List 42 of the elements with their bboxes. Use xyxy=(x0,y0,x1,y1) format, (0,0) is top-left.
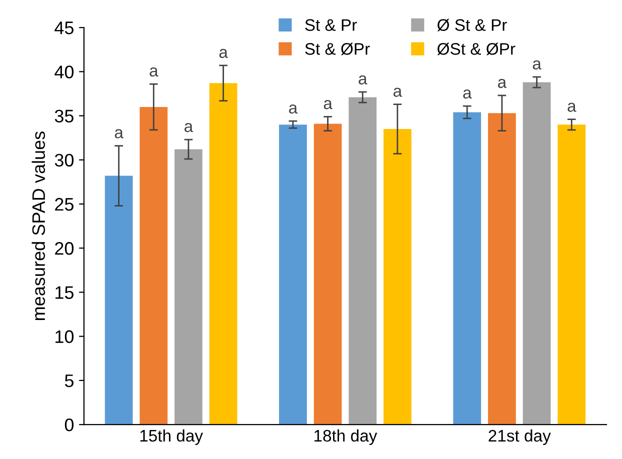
data-label: a xyxy=(114,129,124,138)
y-tick-label: 15 xyxy=(56,286,74,299)
bar xyxy=(104,176,133,425)
x-tick-label: 21st day xyxy=(488,429,551,445)
data-label: a xyxy=(219,48,228,58)
bar xyxy=(279,124,307,425)
y-tick-label: 10 xyxy=(56,330,74,344)
bar xyxy=(488,113,516,425)
x-tick-label: 15th day xyxy=(140,429,203,445)
bar xyxy=(522,82,551,425)
data-label: a xyxy=(568,102,576,112)
bar xyxy=(453,112,482,425)
y-tick-label: 0 xyxy=(64,418,74,432)
data-label: a xyxy=(394,88,402,97)
data-label: a xyxy=(498,78,507,88)
data-label: a xyxy=(289,104,298,114)
y-tick-label: 30 xyxy=(54,154,74,167)
data-label: a xyxy=(358,75,368,84)
y-tick-label: 25 xyxy=(55,198,74,211)
y-tick-label: 45 xyxy=(54,22,74,34)
bar xyxy=(209,83,238,425)
y-tick-label: 20 xyxy=(55,242,74,255)
y-tick-label: 5 xyxy=(64,374,74,388)
bar xyxy=(558,124,586,425)
y-tick-label: 40 xyxy=(54,66,74,78)
data-label: a xyxy=(184,123,194,132)
bar xyxy=(140,106,168,425)
y-tick-label: 35 xyxy=(54,110,74,122)
bar xyxy=(314,124,342,425)
bar xyxy=(174,149,202,425)
data-label: a xyxy=(532,60,542,70)
legend-label: ØSt & ØPr xyxy=(437,42,516,56)
data-label: a xyxy=(324,100,332,110)
bar xyxy=(348,97,377,425)
legend-label: Ø St & Pr xyxy=(437,18,507,32)
data-label: a xyxy=(463,89,472,99)
legend-label: St & Pr xyxy=(305,19,357,31)
legend-label: St & ØPr xyxy=(305,42,370,56)
x-tick-label: 18th day xyxy=(314,429,378,445)
bar xyxy=(384,129,412,425)
y-axis-title: measured SPAD values xyxy=(32,132,46,320)
data-label: a xyxy=(150,67,158,77)
